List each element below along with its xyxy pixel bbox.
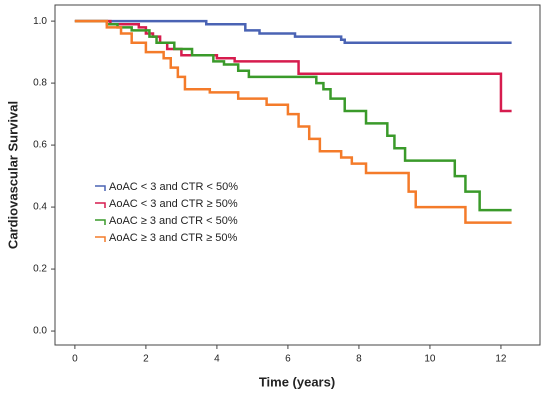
legend-swatch	[95, 185, 106, 191]
x-tick-label: 2	[143, 354, 149, 365]
y-tick-label: 0.8	[33, 78, 47, 89]
legend-text: AoAC ≥ 3 and CTR < 50%	[109, 215, 238, 227]
y-tick-label: 0.2	[33, 264, 47, 275]
x-tick-label: 12	[495, 354, 507, 365]
y-tick-label: 0.6	[33, 140, 47, 151]
y-axis-title: Cardiovascular Survival	[5, 101, 20, 249]
x-tick-label: 0	[72, 354, 78, 365]
survival-curve	[74, 19, 512, 113]
x-tick-label: 8	[356, 354, 362, 365]
x-tick-label: 4	[214, 354, 220, 365]
x-tick-label: 10	[424, 354, 436, 365]
legend-swatch	[95, 236, 106, 242]
legend-swatch	[95, 219, 106, 225]
y-tick-label: 1.0	[33, 16, 47, 27]
legend-text: AoAC < 3 and CTR ≥ 50%	[109, 198, 238, 210]
survival-curve	[74, 19, 512, 212]
legend-text: AoAC < 3 and CTR < 50%	[109, 181, 238, 193]
legend-swatch	[95, 202, 106, 208]
y-tick-label: 0.4	[33, 202, 47, 213]
legend-text: AoAC ≥ 3 and CTR ≥ 50%	[109, 232, 237, 244]
x-tick-label: 6	[285, 354, 291, 365]
x-axis-title: Time (years)	[259, 374, 335, 389]
survival-curve	[74, 19, 512, 45]
plot-frame	[54, 4, 541, 346]
y-tick-label: 0.0	[33, 326, 47, 337]
survival-curve	[74, 19, 512, 224]
